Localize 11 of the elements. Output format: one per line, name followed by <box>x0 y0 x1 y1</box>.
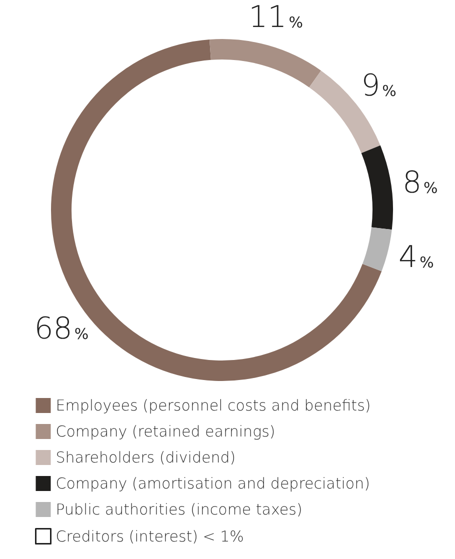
legend-label: Shareholders (dividend) <box>56 448 236 466</box>
data-label: 4% <box>398 240 434 276</box>
data-label: 8% <box>402 165 438 200</box>
data-label: 9% <box>361 68 396 104</box>
data-label: 11% <box>248 0 304 35</box>
data-label: 68% <box>34 312 89 347</box>
legend-label: Public authorities (income taxes) <box>56 500 302 518</box>
legend-label: Employees (personnel costs and benefits) <box>56 396 371 414</box>
legend-label: Creditors (interest) < 1% <box>56 527 244 546</box>
legend-label: Company (retained earnings) <box>56 422 276 440</box>
legend-label: Company (amortisation and depreciation) <box>56 474 370 492</box>
